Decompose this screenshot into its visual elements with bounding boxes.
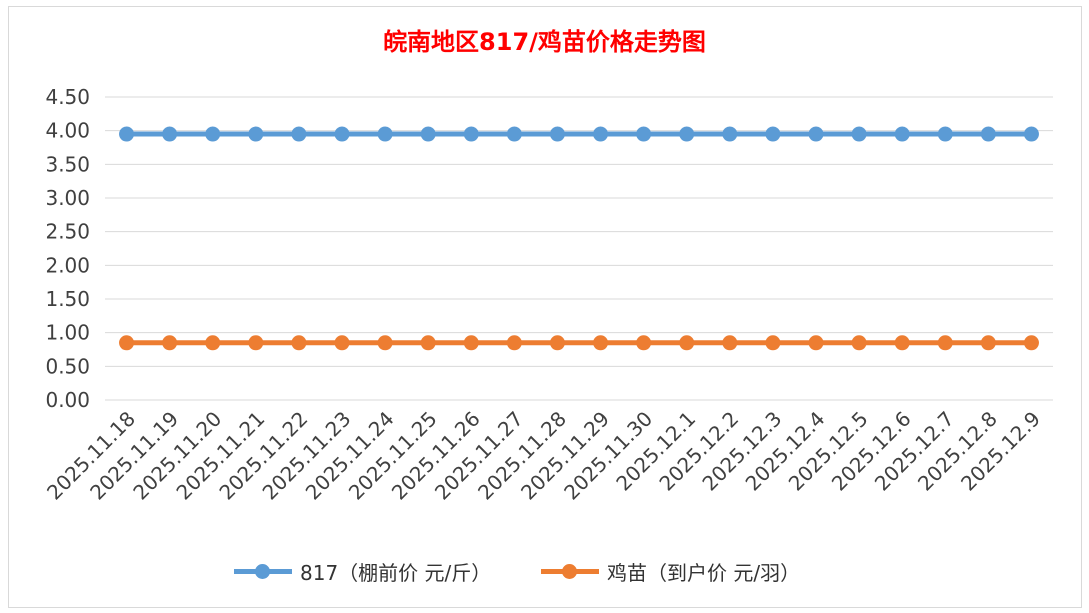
- y-tick-label-7: 3.50: [45, 152, 90, 176]
- data-point-s0-18: [894, 126, 910, 142]
- data-point-s1-1: [162, 335, 178, 351]
- legend-marker-chick: [562, 563, 577, 579]
- data-point-s0-7: [420, 126, 436, 142]
- data-point-s1-18: [894, 335, 910, 351]
- data-point-s0-0: [119, 126, 135, 142]
- y-tick-label-1: 0.50: [45, 354, 90, 378]
- y-tick-label-5: 2.50: [45, 220, 90, 244]
- data-point-s1-5: [334, 335, 350, 351]
- chart-area: [8, 6, 1082, 608]
- data-point-s0-2: [205, 126, 221, 142]
- data-point-s1-11: [593, 335, 609, 351]
- y-tick-label-3: 1.50: [45, 287, 90, 311]
- data-point-s1-10: [549, 335, 565, 351]
- y-tick-label-6: 3.00: [45, 186, 90, 210]
- data-point-s0-12: [636, 126, 652, 142]
- data-point-s0-5: [334, 126, 350, 142]
- data-point-s0-11: [593, 126, 609, 142]
- data-point-s0-15: [765, 126, 781, 142]
- data-point-s0-3: [248, 126, 264, 142]
- legend-marker-817: [255, 563, 270, 579]
- legend-swatch-817: [234, 563, 292, 579]
- data-point-s1-0: [119, 335, 135, 351]
- data-point-s0-13: [679, 126, 695, 142]
- data-point-s1-13: [679, 335, 695, 351]
- data-point-s0-16: [808, 126, 824, 142]
- data-point-s1-15: [765, 335, 781, 351]
- data-point-s1-21: [1023, 335, 1039, 351]
- y-tick-label-8: 4.00: [45, 119, 90, 143]
- legend-item-chick[interactable]: 鸡苗（到户价 元/羽）: [541, 556, 800, 586]
- data-point-s1-4: [291, 335, 307, 351]
- data-point-s0-6: [377, 126, 393, 142]
- y-tick-label-0: 0.00: [45, 388, 90, 412]
- legend-label-817: 817（棚前价 元/斤）: [300, 560, 492, 585]
- data-point-s0-19: [937, 126, 953, 142]
- data-point-s1-14: [722, 335, 738, 351]
- data-point-s1-16: [808, 335, 824, 351]
- data-point-s1-8: [463, 335, 479, 351]
- data-point-s0-4: [291, 126, 307, 142]
- data-point-s0-20: [980, 126, 996, 142]
- legend: 817（棚前价 元/斤） 鸡苗（到户价 元/羽）: [0, 556, 1089, 586]
- data-point-s1-20: [980, 335, 996, 351]
- data-point-s0-9: [506, 126, 522, 142]
- data-point-s1-12: [636, 335, 652, 351]
- data-point-s0-21: [1023, 126, 1039, 142]
- y-tick-label-9: 4.50: [45, 85, 90, 109]
- data-point-s1-2: [205, 335, 221, 351]
- data-point-s0-17: [851, 126, 867, 142]
- y-tick-label-4: 2.00: [45, 253, 90, 277]
- data-point-s1-9: [506, 335, 522, 351]
- data-point-s0-8: [463, 126, 479, 142]
- data-point-s0-1: [162, 126, 178, 142]
- data-point-s1-7: [420, 335, 436, 351]
- legend-label-chick: 鸡苗（到户价 元/羽）: [607, 560, 801, 585]
- legend-item-817[interactable]: 817（棚前价 元/斤）: [234, 556, 491, 586]
- data-point-s1-6: [377, 335, 393, 351]
- data-point-s0-14: [722, 126, 738, 142]
- y-tick-label-2: 1.00: [45, 321, 90, 345]
- legend-swatch-chick: [541, 563, 599, 579]
- data-point-s1-19: [937, 335, 953, 351]
- chart-title: 皖南地区817/鸡苗价格走势图: [383, 28, 706, 56]
- data-point-s0-10: [549, 126, 565, 142]
- data-point-s1-17: [851, 335, 867, 351]
- data-point-s1-3: [248, 335, 264, 351]
